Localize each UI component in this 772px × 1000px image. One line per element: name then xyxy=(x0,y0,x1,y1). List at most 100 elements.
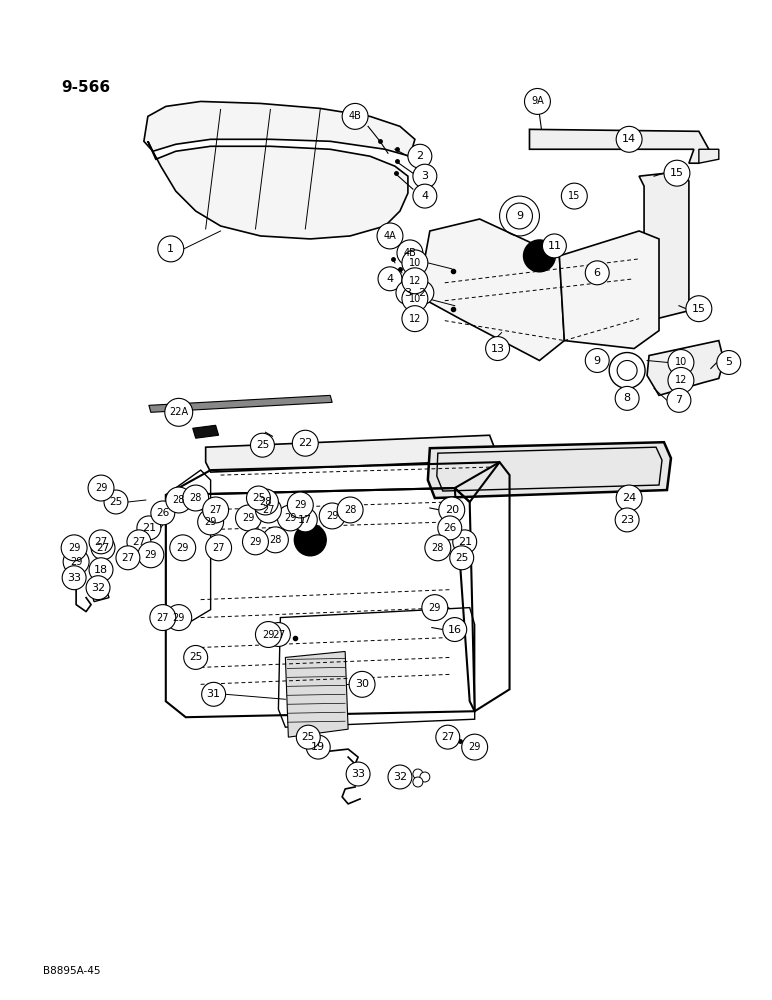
Text: 22: 22 xyxy=(298,438,313,448)
Circle shape xyxy=(388,765,412,789)
Text: 30: 30 xyxy=(355,679,369,689)
Circle shape xyxy=(91,536,115,560)
Text: 29: 29 xyxy=(262,630,275,640)
Text: 29: 29 xyxy=(428,603,441,613)
Circle shape xyxy=(585,261,609,285)
Text: 10: 10 xyxy=(675,357,687,367)
Text: 24: 24 xyxy=(622,493,636,503)
Circle shape xyxy=(246,486,270,510)
Circle shape xyxy=(89,558,113,582)
Circle shape xyxy=(425,535,451,561)
Text: 29: 29 xyxy=(205,517,217,527)
Text: 4B: 4B xyxy=(349,111,361,121)
Circle shape xyxy=(422,595,448,621)
Text: 29: 29 xyxy=(173,613,185,623)
Text: 16: 16 xyxy=(448,625,462,635)
Polygon shape xyxy=(144,101,415,156)
Circle shape xyxy=(151,501,174,525)
Circle shape xyxy=(166,487,191,513)
Text: 29: 29 xyxy=(326,511,338,521)
Text: 26: 26 xyxy=(156,508,169,518)
Circle shape xyxy=(342,103,368,129)
Text: 12: 12 xyxy=(408,314,421,324)
Text: 28: 28 xyxy=(344,505,357,515)
Circle shape xyxy=(127,530,151,554)
Text: 25: 25 xyxy=(189,652,202,662)
Circle shape xyxy=(184,645,208,669)
Circle shape xyxy=(615,508,639,532)
Circle shape xyxy=(150,605,176,631)
Circle shape xyxy=(203,497,229,523)
Text: 27: 27 xyxy=(262,505,275,515)
Circle shape xyxy=(402,268,428,294)
Circle shape xyxy=(252,489,279,515)
Circle shape xyxy=(396,281,420,305)
Circle shape xyxy=(377,223,403,249)
Text: 29: 29 xyxy=(68,543,80,553)
Circle shape xyxy=(686,296,712,322)
Text: 29: 29 xyxy=(249,537,262,547)
Circle shape xyxy=(668,350,694,375)
Circle shape xyxy=(462,734,488,760)
Circle shape xyxy=(436,725,460,749)
Circle shape xyxy=(262,527,289,553)
Circle shape xyxy=(256,497,281,523)
Circle shape xyxy=(242,529,269,555)
Text: 29: 29 xyxy=(70,557,83,567)
Text: 28: 28 xyxy=(189,493,201,503)
Polygon shape xyxy=(699,149,719,163)
Text: 25: 25 xyxy=(256,440,269,450)
Text: 4B: 4B xyxy=(404,248,416,258)
Circle shape xyxy=(616,126,642,152)
Text: 27: 27 xyxy=(94,537,107,547)
Text: 7: 7 xyxy=(676,395,682,405)
Polygon shape xyxy=(639,171,689,321)
Circle shape xyxy=(420,772,430,782)
Text: 9-566: 9-566 xyxy=(61,80,110,95)
Text: 27: 27 xyxy=(209,505,222,515)
Text: 26: 26 xyxy=(443,523,456,533)
Text: 32: 32 xyxy=(91,583,105,593)
Circle shape xyxy=(137,516,161,540)
Text: 13: 13 xyxy=(490,344,505,354)
Text: 25: 25 xyxy=(455,553,469,563)
Circle shape xyxy=(306,735,330,759)
Text: 29: 29 xyxy=(284,513,296,523)
Circle shape xyxy=(523,240,555,272)
Circle shape xyxy=(198,509,224,535)
Circle shape xyxy=(164,398,193,426)
Text: 28: 28 xyxy=(269,535,282,545)
Circle shape xyxy=(266,623,290,646)
Text: 21: 21 xyxy=(142,523,156,533)
Text: 20: 20 xyxy=(445,505,459,515)
Circle shape xyxy=(205,535,232,561)
Polygon shape xyxy=(148,141,408,239)
Text: 17: 17 xyxy=(298,515,313,525)
Circle shape xyxy=(506,203,533,229)
Text: 27: 27 xyxy=(272,630,285,640)
Text: 12: 12 xyxy=(675,375,687,385)
Text: 8: 8 xyxy=(624,393,631,403)
Text: 27: 27 xyxy=(441,732,455,742)
Text: 21: 21 xyxy=(458,537,472,547)
Text: 28: 28 xyxy=(432,543,444,553)
Circle shape xyxy=(397,240,423,266)
Text: 27: 27 xyxy=(121,553,134,563)
Polygon shape xyxy=(149,395,332,412)
Circle shape xyxy=(170,535,195,561)
Polygon shape xyxy=(286,651,348,737)
Text: 29: 29 xyxy=(95,483,107,493)
Text: 22A: 22A xyxy=(169,407,188,417)
Circle shape xyxy=(166,605,191,631)
Text: 12: 12 xyxy=(408,276,421,286)
Polygon shape xyxy=(647,341,724,395)
Circle shape xyxy=(256,622,281,647)
Polygon shape xyxy=(193,425,218,438)
Text: 29: 29 xyxy=(144,550,157,560)
Text: 15: 15 xyxy=(670,168,684,178)
Text: 25: 25 xyxy=(302,732,315,742)
Text: 25: 25 xyxy=(110,497,123,507)
Text: 6: 6 xyxy=(594,268,601,278)
Text: 10: 10 xyxy=(408,294,421,304)
Circle shape xyxy=(438,516,462,540)
